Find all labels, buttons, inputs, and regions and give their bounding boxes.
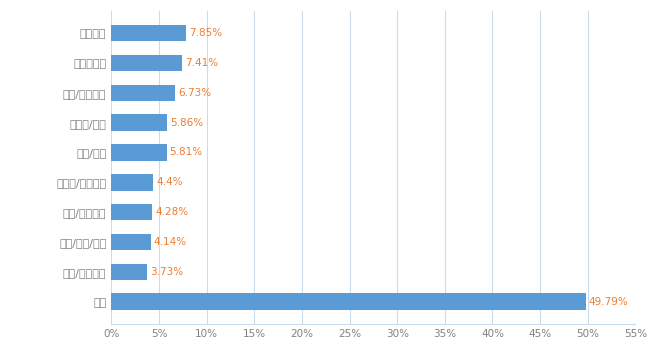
Text: 7.85%: 7.85% [189,28,222,38]
Text: 3.73%: 3.73% [150,267,183,277]
Bar [111,264,147,280]
Text: 49.79%: 49.79% [589,297,628,307]
Bar [111,234,151,250]
Text: 5.81%: 5.81% [170,148,202,157]
Bar [111,55,182,71]
Text: 4.4%: 4.4% [156,177,183,187]
Text: 4.28%: 4.28% [155,207,188,217]
Text: 6.73%: 6.73% [178,88,212,98]
Bar [111,85,176,101]
Text: 7.41%: 7.41% [185,58,218,68]
Text: 5.86%: 5.86% [170,118,203,128]
Text: 4.14%: 4.14% [154,237,187,247]
Bar [111,174,153,190]
Bar [111,204,152,220]
Bar [111,25,186,41]
Bar [111,114,167,131]
Bar [111,144,167,161]
Bar [111,293,586,310]
